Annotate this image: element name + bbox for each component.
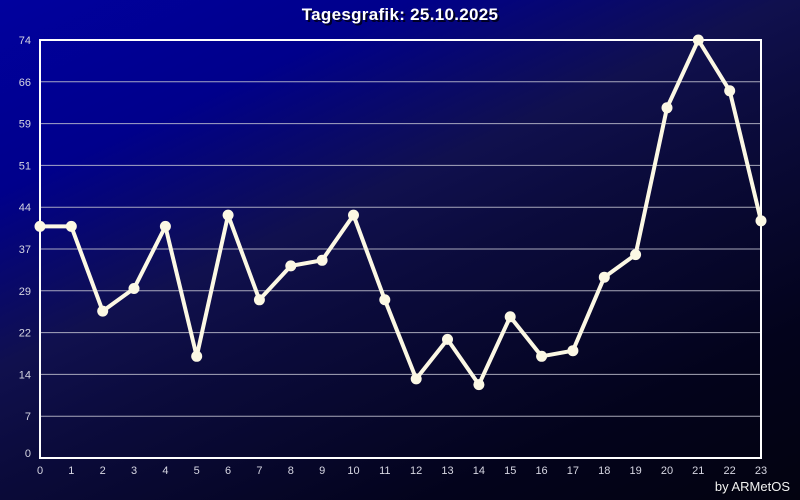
- data-point-marker: [159, 220, 171, 232]
- y-tick-label: 66: [19, 77, 31, 89]
- data-point-marker: [222, 209, 234, 221]
- data-point-marker: [724, 85, 736, 97]
- data-point-marker: [191, 350, 203, 362]
- x-tick-label: 22: [724, 465, 736, 477]
- x-tick-label: 11: [379, 465, 390, 477]
- y-tick-label: 51: [19, 160, 31, 172]
- data-line: [38, 38, 763, 387]
- chart-title: Tagesgrafik: 25.10.2025: [301, 5, 499, 24]
- data-point-marker: [567, 345, 579, 357]
- data-point-marker: [253, 294, 265, 306]
- x-tick-label: 3: [131, 465, 137, 477]
- data-point-marker: [661, 102, 673, 114]
- x-tick-label: 20: [661, 465, 673, 477]
- data-point-marker: [348, 209, 359, 221]
- data-point-marker: [34, 220, 46, 232]
- data-point-marker: [598, 271, 610, 283]
- x-tick-label: 17: [567, 465, 579, 477]
- data-point-marker: [536, 350, 548, 362]
- x-tick-label: 9: [319, 465, 325, 477]
- x-tick-label: 10: [347, 465, 359, 477]
- data-point-marker: [65, 220, 77, 232]
- data-point-marker: [473, 379, 485, 391]
- x-tick-label: 14: [473, 465, 485, 477]
- x-tick-label: 16: [535, 465, 547, 477]
- y-tick-label: 74: [19, 35, 31, 47]
- y-tick-label: 29: [19, 286, 31, 298]
- data-point-marker: [410, 373, 422, 385]
- x-tick-label: 1: [68, 465, 74, 477]
- data-point-marker: [442, 333, 453, 345]
- data-point-marker: [128, 283, 140, 294]
- data-point-marker: [97, 305, 109, 317]
- y-tick-label: 14: [19, 369, 31, 381]
- data-point-marker: [630, 249, 642, 261]
- x-tick-label: 4: [162, 465, 168, 477]
- x-tick-label: 8: [288, 465, 294, 477]
- data-point-marker: [285, 260, 297, 272]
- x-tick-label: 13: [441, 465, 453, 477]
- y-tick-label: 37: [19, 244, 31, 256]
- footer-credit: by ARMetOS: [714, 479, 790, 494]
- y-tick-label: 59: [19, 119, 31, 131]
- x-tick-label: 19: [629, 465, 641, 477]
- plot-frame: [39, 39, 762, 459]
- x-tick-label: 6: [225, 465, 231, 477]
- x-tick-label: 15: [504, 465, 516, 477]
- x-tick-label: 21: [692, 465, 704, 477]
- data-point-marker: [504, 311, 516, 323]
- data-point-marker: [755, 215, 767, 227]
- data-point-marker: [692, 34, 704, 46]
- data-point-marker: [379, 294, 391, 306]
- x-tick-label: 12: [410, 465, 422, 477]
- y-tick-label: 44: [19, 202, 31, 214]
- y-tick-label: 0: [25, 448, 31, 460]
- data-point-marker: [316, 254, 328, 266]
- x-tick-label: 5: [194, 465, 200, 477]
- y-tick-label: 22: [19, 328, 31, 340]
- y-tick-label: 7: [25, 411, 31, 423]
- x-tick-label: 0: [37, 465, 43, 477]
- x-tick-label: 23: [755, 465, 767, 477]
- x-tick-label: 18: [598, 465, 610, 477]
- x-tick-label: 2: [100, 465, 106, 477]
- x-tick-label: 7: [256, 465, 262, 477]
